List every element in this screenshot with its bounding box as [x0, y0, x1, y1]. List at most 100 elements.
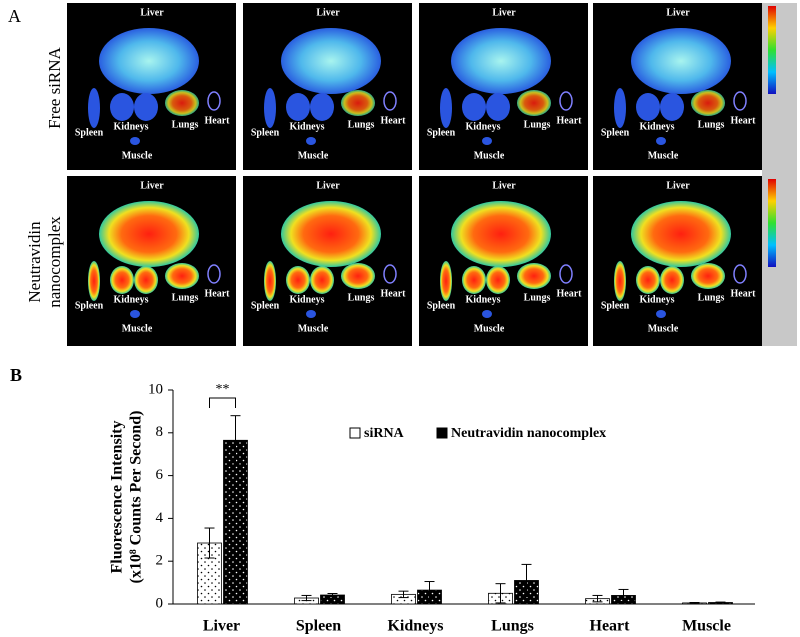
y-tick-label: 10: [148, 381, 163, 397]
row-label: Neutravidin nanocomplex: [25, 216, 64, 308]
kidney: [486, 93, 510, 121]
muscle: [656, 137, 666, 145]
organ-label: Liver: [492, 180, 516, 191]
organ-label: Heart: [381, 288, 407, 299]
bar: [223, 439, 248, 605]
kidney: [110, 266, 134, 294]
error-bar: [327, 593, 338, 598]
kidney: [286, 266, 310, 294]
colorbar: [768, 179, 776, 267]
spleen: [614, 261, 626, 301]
significance-bracket: [209, 397, 236, 408]
error-bar: [715, 601, 726, 604]
organ-label: Heart: [731, 115, 757, 126]
error-bar: [398, 590, 409, 599]
organ-image: Liver Spleen Kidneys Lungs Heart Muscle: [243, 176, 412, 346]
kidney: [660, 93, 684, 121]
organ-label: Muscle: [474, 323, 505, 334]
legend-label: siRNA: [364, 426, 405, 441]
spleen: [88, 88, 100, 128]
organ-label: Kidneys: [639, 294, 674, 305]
liver: [99, 201, 199, 267]
liver: [451, 28, 551, 94]
panel-label: A: [8, 6, 21, 26]
organ-label: Lungs: [172, 292, 199, 303]
spleen: [88, 261, 100, 301]
organ-image: Liver Spleen Kidneys Lungs Heart Muscle: [419, 176, 588, 346]
organ-label: Heart: [205, 288, 231, 299]
error-bar: [689, 602, 700, 604]
lungs: [165, 263, 199, 289]
kidney: [636, 266, 660, 294]
error-bar: [424, 581, 435, 600]
organ-label: Liver: [666, 180, 690, 191]
kidney: [462, 266, 486, 294]
organ-label: Lungs: [524, 119, 551, 130]
significance-label: **: [216, 382, 230, 397]
y-tick-label: 8: [156, 424, 164, 440]
organ-label: Lungs: [524, 292, 551, 303]
organ-label: Kidneys: [289, 121, 324, 132]
organ-image: Liver Spleen Kidneys Lungs Heart Muscle: [67, 176, 236, 346]
organ-label: Kidneys: [113, 294, 148, 305]
lungs: [517, 90, 551, 116]
organ-label: Heart: [731, 288, 757, 299]
colorbar-bg: [762, 3, 797, 346]
x-tick-label: Liver: [203, 618, 240, 635]
legend-swatch: [436, 427, 448, 439]
y-tick-label: 6: [156, 467, 164, 483]
liver: [281, 201, 381, 267]
y-axis-label: (x10⁸ Counts Per Second): [128, 411, 145, 584]
organ-label: Lungs: [698, 292, 725, 303]
lungs: [691, 263, 725, 289]
kidney: [310, 266, 334, 294]
organ-label: Muscle: [122, 150, 153, 161]
liver: [99, 28, 199, 94]
liver: [631, 28, 731, 94]
x-tick-label: Kidneys: [387, 618, 443, 635]
y-tick-label: 0: [156, 595, 164, 611]
kidney: [636, 93, 660, 121]
heart: [207, 264, 221, 284]
spleen: [440, 88, 452, 128]
organ-image: Liver Spleen Kidneys Lungs Heart Muscle: [593, 176, 762, 346]
x-tick-label: Lungs: [491, 618, 534, 635]
heart: [733, 264, 747, 284]
organ-label: Kidneys: [289, 294, 324, 305]
heart: [383, 264, 397, 284]
legend-label: Neutravidin nanocomplex: [451, 426, 606, 441]
spleen: [264, 261, 276, 301]
spleen: [614, 88, 626, 128]
muscle: [656, 310, 666, 318]
error-bar: [495, 583, 506, 604]
heart: [207, 91, 221, 111]
organ-label: Kidneys: [465, 294, 500, 305]
organ-label: Spleen: [75, 127, 104, 138]
organ-label: Spleen: [601, 300, 630, 311]
organ-images: Liver Spleen Kidneys Lungs Heart Muscle Liver S…: [67, 3, 797, 346]
spleen: [440, 261, 452, 301]
organ-image: Liver Spleen Kidneys Lungs Heart Muscle: [593, 3, 762, 170]
kidney: [134, 93, 158, 121]
kidney: [134, 266, 158, 294]
organ-label: Liver: [492, 7, 516, 18]
organ-label: Kidneys: [465, 121, 500, 132]
heart: [559, 264, 573, 284]
y-tick-label: 2: [156, 553, 164, 569]
organ-label: Spleen: [251, 127, 280, 138]
organ-image: Liver Spleen Kidneys Lungs Heart Muscle: [67, 3, 236, 170]
organ-image: Liver Spleen Kidneys Lungs Heart Muscle: [419, 3, 588, 170]
muscle: [482, 137, 492, 145]
colorbar: [768, 6, 776, 94]
organ-label: Muscle: [648, 150, 679, 161]
muscle: [306, 137, 316, 145]
organ-label: Lungs: [698, 119, 725, 130]
y-tick-label: 4: [156, 510, 164, 526]
error-bar: [592, 594, 603, 603]
organ-image: Liver Spleen Kidneys Lungs Heart Muscle: [243, 3, 412, 170]
muscle: [482, 310, 492, 318]
organ-label: Lungs: [348, 292, 375, 303]
error-bar: [230, 415, 241, 466]
organ-label: Liver: [316, 7, 340, 18]
